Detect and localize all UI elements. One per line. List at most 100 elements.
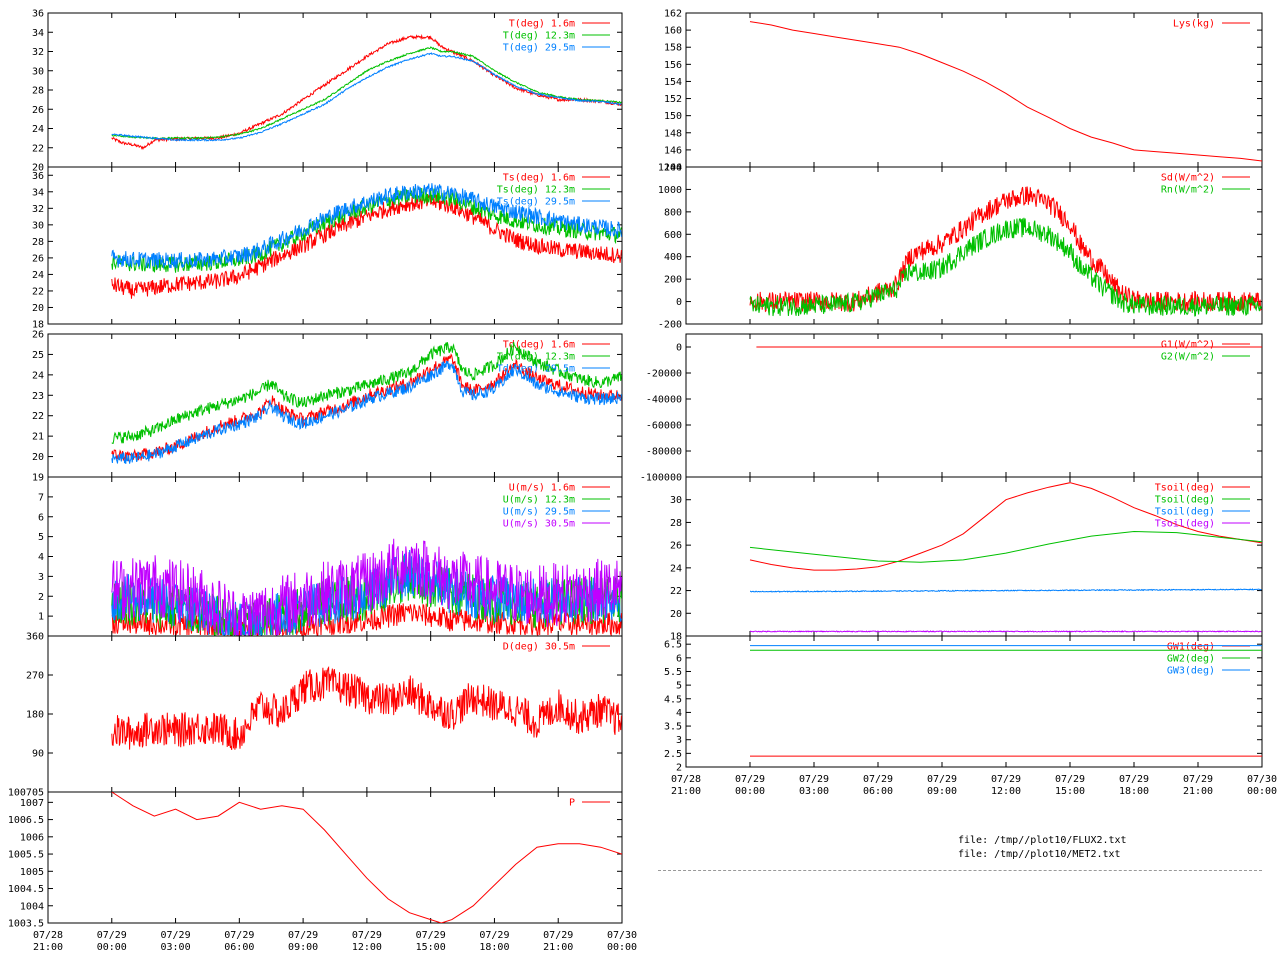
y-tick-label: 24: [670, 563, 682, 574]
legend-label: Ts(deg) 29.5m: [497, 197, 575, 208]
legend-label: G2(W/m^2): [1161, 352, 1215, 363]
x-tick-time: 12:00: [991, 786, 1021, 797]
y-tick-label: 1005.5: [8, 850, 44, 861]
series-line-soil-temp-1: [749, 530, 1262, 563]
y-tick-label: 154: [664, 77, 682, 88]
y-tick-label: 1005: [20, 867, 44, 878]
y-tick-label: 22: [32, 411, 44, 422]
y-tick-label: 150: [664, 111, 682, 122]
y-tick-label: 28: [670, 518, 682, 529]
legend-label: GW1(deg): [1167, 642, 1215, 653]
plot-frame: [47, 635, 623, 793]
y-tick-label: -100000: [640, 473, 682, 484]
x-tick-date: 07/29: [1119, 774, 1149, 785]
x-tick-date: 07/29: [543, 930, 573, 941]
series-line-dew-point-1: [111, 341, 622, 444]
legend-label: U(m/s) 1.6m: [509, 483, 575, 494]
chart-soil-temp: 20222426283018Tsoil(deg)Tsoil(deg)Tsoil(…: [670, 476, 1263, 643]
x-tick-time: 06:00: [224, 942, 254, 953]
x-tick-date: 07/29: [799, 774, 829, 785]
y-tick-label: 26: [32, 330, 44, 341]
legend-label: T(deg) 1.6m: [509, 19, 575, 30]
plot-frame: [685, 12, 1263, 168]
y-tick-label: 23: [32, 391, 44, 402]
x-tick-time: 21:00: [1183, 786, 1213, 797]
y-tick-label: 270: [26, 671, 44, 682]
x-tick-date: 07/29: [1055, 774, 1085, 785]
legend-label: U(m/s) 29.5m: [503, 507, 575, 518]
chart-ground-water: 22.533.544.555.566.507/2821:0007/2900:00…: [664, 635, 1277, 797]
y-tick-label: 90: [32, 749, 44, 760]
y-tick-label: 4: [38, 552, 44, 563]
plot-frame: [47, 791, 623, 924]
x-tick-date: 07/30: [1247, 774, 1277, 785]
y-tick-label: -20000: [646, 369, 682, 380]
legend-label: Tsoil(deg): [1155, 507, 1215, 518]
y-tick-label: 6: [676, 653, 682, 664]
y-tick-label: 18: [32, 320, 44, 331]
y-tick-label: 0: [676, 297, 682, 308]
x-tick-time: 09:00: [927, 786, 957, 797]
x-tick-date: 07/29: [991, 774, 1021, 785]
y-tick-label: 1: [38, 612, 44, 623]
x-tick-time: 12:00: [352, 942, 382, 953]
plot-frame: [47, 166, 623, 325]
y-tick-label: 5: [38, 532, 44, 543]
legend-label: D(deg) 30.5m: [503, 642, 575, 653]
file-label-met: file: /tmp//plot10/MET2.txt: [958, 849, 1121, 860]
x-tick-date: 07/29: [224, 930, 254, 941]
x-tick-time: 03:00: [799, 786, 829, 797]
series-line-radiation-0: [749, 186, 1262, 313]
chart-wind-speed: 1 2 3 4 5 6 7 U(m/s) 1.6mU(m/s) 12.3mU(m/s) 29.…: [38, 476, 623, 637]
series-line-air-temp-1: [111, 46, 622, 140]
series-line-wind-speed-3: [111, 538, 622, 636]
chart-wind-direction: 90 180 270 360 D(deg) 30.5m: [26, 632, 623, 793]
y-tick-label: 162: [664, 9, 682, 20]
legend-label: U(m/s) 30.5m: [503, 519, 575, 530]
y-tick-label: 0: [676, 343, 682, 354]
y-tick-label: 24: [32, 370, 44, 381]
legend-label: T(deg) 12.3m: [503, 31, 575, 42]
y-tick-label: 28: [32, 86, 44, 97]
y-tick-label: 3: [676, 735, 682, 746]
x-tick-time: 06:00: [863, 786, 893, 797]
y-tick-label: 28: [32, 237, 44, 248]
x-tick-date: 07/29: [1183, 774, 1213, 785]
legend-label: T(deg) 29.5m: [503, 43, 575, 54]
x-tick-time: 00:00: [1247, 786, 1277, 797]
x-tick-time: 21:00: [543, 942, 573, 953]
legend-label: GW3(deg): [1167, 666, 1215, 677]
y-tick-label: 2.5: [664, 749, 682, 760]
y-tick-label: 20: [32, 303, 44, 314]
y-tick-label: 34: [32, 28, 44, 39]
y-tick-label: 20: [32, 163, 44, 174]
y-tick-label: 24: [32, 270, 44, 281]
y-tick-label: 1007: [20, 798, 44, 809]
legend-label: Tsoil(deg): [1155, 519, 1215, 530]
y-tick-label: 144: [664, 163, 682, 174]
legend-label: Ts(deg) 12.3m: [497, 185, 575, 196]
x-tick-date: 07/29: [97, 930, 127, 941]
y-tick-label: 36: [32, 171, 44, 182]
legend-label: Td(deg) 12.3m: [497, 352, 575, 363]
y-tick-label: -60000: [646, 421, 682, 432]
y-tick-label: 1200: [658, 163, 682, 174]
y-tick-label: 100705: [8, 788, 44, 799]
y-tick-label: 600: [664, 230, 682, 241]
legend-label: Lys(kg): [1173, 19, 1215, 30]
y-tick-label: 30: [670, 495, 682, 506]
chart-ground-heat: 0 -20000 -40000 -60000 -80000 -100000 G1(W/m^2…: [640, 333, 1263, 484]
x-tick-date: 07/29: [416, 930, 446, 941]
plot-frame: [685, 166, 1263, 325]
y-tick-label: 1000: [658, 185, 682, 196]
y-tick-label: 7: [38, 492, 44, 503]
x-tick-time: 18:00: [1119, 786, 1149, 797]
x-tick-date: 07/29: [927, 774, 957, 785]
series-line-soil-temp-3: [749, 630, 1262, 633]
x-tick-time: 21:00: [671, 786, 701, 797]
chart-pressure: 1003.5 1004 1004.5 1005 1005.5 1006 1006.5 1007…: [8, 788, 637, 954]
y-tick-label: 3.5: [664, 722, 682, 733]
x-tick-date: 07/29: [735, 774, 765, 785]
